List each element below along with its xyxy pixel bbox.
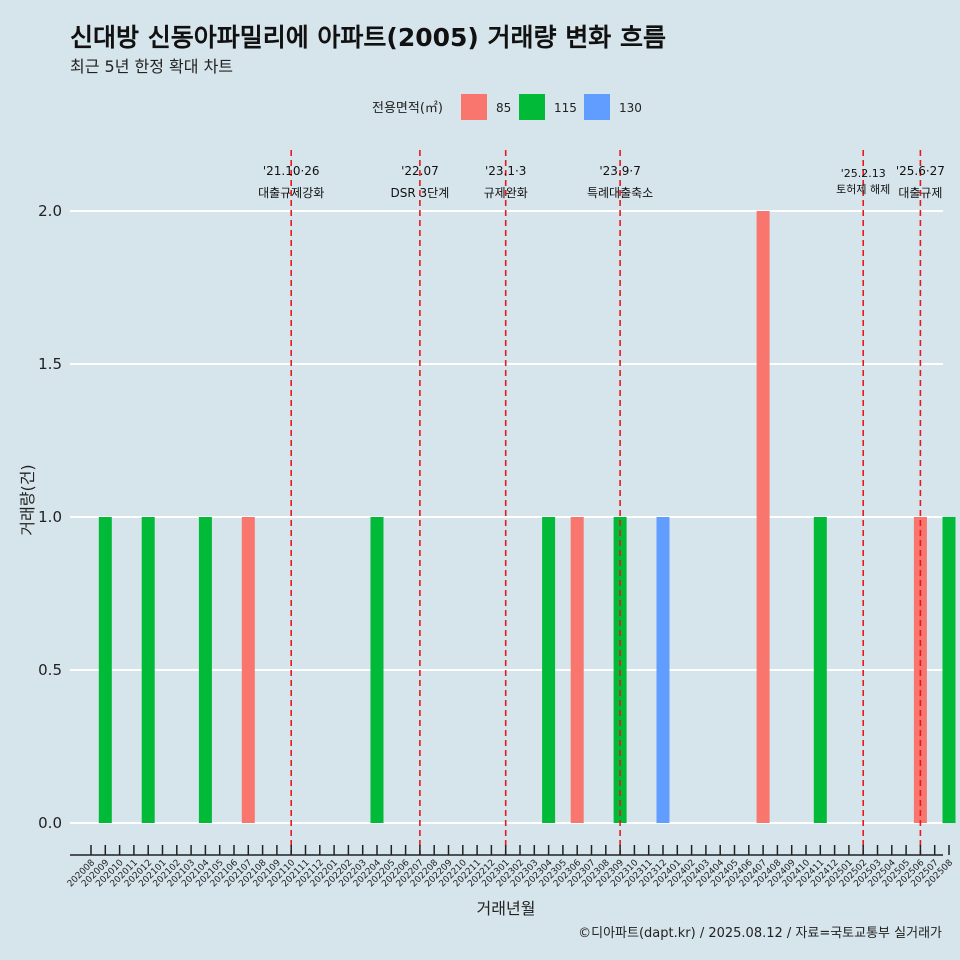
y-axis-title: 거래량(건): [18, 464, 37, 535]
bar-202411: [813, 517, 827, 823]
legend-swatch-85: [461, 94, 487, 120]
bar-202407: [756, 211, 770, 823]
y-tick-label: 0.5: [38, 661, 62, 679]
chart-caption: ©디아파트(dapt.kr) / 2025.08.12 / 자료=국토교통부 실…: [578, 926, 942, 941]
y-tick-label: 0.0: [38, 814, 62, 832]
event-desc-label: DSR 3단계: [391, 186, 450, 200]
legend-swatch-115: [519, 94, 545, 120]
bar-202508: [942, 517, 956, 823]
event-desc-label: 토허제 해제: [836, 182, 890, 196]
bar-202204: [370, 517, 384, 823]
chart-subtitle: 최근 5년 한정 확대 차트: [70, 57, 234, 76]
y-axis: 0.0 0.5 1.0 1.5 2.0: [38, 202, 62, 832]
bar-202012: [141, 517, 155, 823]
x-axis: 2020082020092020102020112020122021012021…: [66, 845, 955, 889]
event-date-label: '25.2.13: [841, 167, 886, 180]
event-date-label: '22.07: [401, 164, 439, 178]
bar-202009: [98, 517, 112, 823]
bar-202304: [542, 517, 556, 823]
legend-label-115: 115: [554, 101, 577, 115]
x-axis-title: 거래년월: [477, 899, 536, 918]
legend-label-130: 130: [619, 101, 642, 115]
y-tick-label: 1.0: [38, 508, 62, 526]
event-date-label: '25.6·27: [896, 164, 945, 178]
event-date-label: '23.9·7: [599, 164, 640, 178]
event-date-label: '21.10·26: [263, 164, 320, 178]
bar-202306: [570, 517, 584, 823]
legend: 전용면적(㎡) 85 115 130: [372, 94, 642, 120]
y-tick-label: 1.5: [38, 355, 62, 373]
event-date-label: '23.1·3: [485, 164, 526, 178]
bar-202104: [198, 517, 212, 823]
legend-title: 전용면적(㎡): [372, 101, 443, 116]
event-desc-label: 대출규제: [898, 186, 942, 200]
event-desc-label: 특례대출축소: [587, 186, 653, 200]
y-tick-label: 2.0: [38, 202, 62, 220]
legend-label-85: 85: [496, 101, 511, 115]
event-lines: '21.10·26 대출규제강화 '22.07 DSR 3단계 '23.1·3 규제완화 '…: [258, 150, 945, 855]
chart-title: 신대방 신동아파밀리에 아파트(2005) 거래량 변화 흐름: [70, 23, 666, 52]
bar-202312: [656, 517, 670, 823]
legend-swatch-130: [584, 94, 610, 120]
bar-202107: [241, 517, 255, 823]
event-desc-label: 대출규제강화: [258, 186, 324, 200]
bars: [98, 211, 956, 823]
event-desc-label: 규제완화: [484, 186, 528, 200]
